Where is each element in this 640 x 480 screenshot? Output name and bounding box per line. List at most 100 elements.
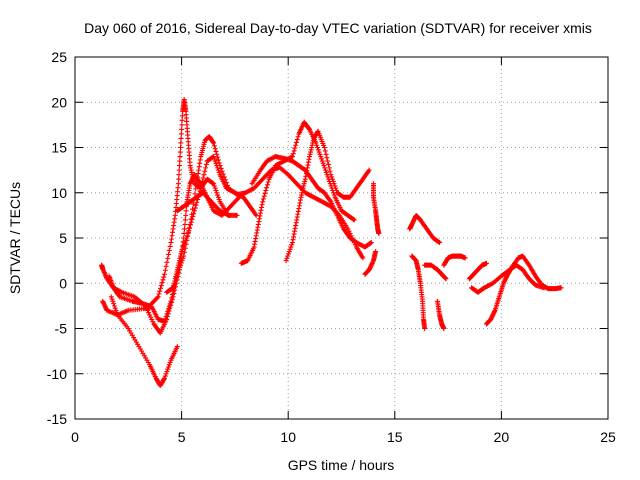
data-point bbox=[176, 172, 182, 178]
data-point bbox=[193, 202, 199, 208]
series-track-19 bbox=[483, 253, 564, 327]
data-point bbox=[292, 145, 298, 151]
data-point bbox=[253, 212, 259, 218]
data-point bbox=[226, 212, 232, 218]
data-point bbox=[167, 301, 173, 307]
data-point bbox=[262, 190, 268, 196]
data-point bbox=[192, 191, 198, 197]
data-point bbox=[164, 311, 170, 317]
data-point bbox=[216, 169, 222, 175]
data-point bbox=[183, 235, 189, 241]
data-point bbox=[215, 192, 221, 198]
data-point bbox=[175, 181, 181, 187]
series-track-13 bbox=[409, 253, 428, 331]
data-point bbox=[166, 364, 172, 370]
data-point bbox=[320, 160, 326, 166]
data-point bbox=[177, 149, 183, 155]
data-point bbox=[190, 214, 196, 220]
data-point bbox=[162, 373, 168, 379]
data-point bbox=[289, 154, 295, 160]
data-point bbox=[216, 197, 222, 203]
data-point bbox=[288, 244, 294, 250]
y-tick-label: -5 bbox=[55, 321, 68, 337]
data-point bbox=[293, 139, 299, 145]
data-point bbox=[211, 183, 217, 189]
data-point bbox=[184, 233, 190, 239]
series-track-15 bbox=[434, 298, 447, 331]
data-point bbox=[188, 219, 194, 225]
data-point bbox=[149, 316, 155, 322]
data-point bbox=[192, 205, 198, 211]
data-point bbox=[147, 312, 153, 318]
data-point bbox=[178, 135, 184, 141]
series-track-12 bbox=[407, 212, 443, 246]
data-point bbox=[193, 186, 199, 192]
data-point bbox=[219, 168, 225, 174]
data-point bbox=[315, 145, 321, 150]
data-point bbox=[212, 158, 218, 164]
data-point bbox=[109, 296, 115, 302]
data-point bbox=[329, 174, 335, 180]
data-point bbox=[322, 165, 328, 171]
data-point bbox=[330, 178, 336, 184]
data-point bbox=[176, 163, 182, 169]
data-point bbox=[190, 201, 196, 207]
data-point bbox=[167, 243, 173, 249]
data-point bbox=[211, 140, 217, 146]
data-point bbox=[220, 171, 226, 177]
data-point bbox=[483, 260, 489, 266]
data-point bbox=[329, 176, 335, 182]
data-point bbox=[291, 148, 297, 154]
data-point bbox=[111, 301, 117, 307]
data-point bbox=[443, 276, 449, 282]
y-tick-label: 15 bbox=[51, 140, 67, 156]
data-point bbox=[368, 240, 374, 246]
series-track-14 bbox=[422, 262, 449, 282]
data-point bbox=[294, 137, 300, 143]
data-point bbox=[199, 178, 205, 184]
series-track-8 bbox=[283, 128, 372, 264]
data-point bbox=[158, 285, 164, 291]
data-point bbox=[111, 303, 117, 309]
data-point bbox=[179, 117, 185, 123]
data-point bbox=[211, 156, 217, 162]
data-point bbox=[314, 142, 320, 148]
data-point bbox=[260, 196, 266, 202]
data-point bbox=[333, 187, 339, 193]
series-track-9 bbox=[249, 154, 374, 250]
data-point bbox=[213, 148, 219, 154]
data-point bbox=[166, 247, 172, 253]
data-point bbox=[158, 283, 164, 289]
data-point bbox=[368, 240, 374, 246]
data-point bbox=[200, 175, 206, 181]
data-point bbox=[218, 165, 224, 171]
data-point bbox=[108, 294, 114, 300]
data-point bbox=[326, 165, 332, 171]
data-point bbox=[261, 193, 267, 199]
data-point bbox=[287, 246, 293, 252]
data-point bbox=[215, 165, 221, 171]
data-point bbox=[168, 298, 174, 304]
x-tick-label: 25 bbox=[600, 429, 616, 445]
data-point bbox=[315, 147, 321, 153]
data-point bbox=[146, 310, 152, 316]
data-point bbox=[351, 217, 357, 223]
data-point bbox=[186, 228, 192, 234]
y-tick-label: 20 bbox=[51, 94, 67, 110]
data-point bbox=[215, 194, 221, 200]
data-point bbox=[112, 305, 118, 311]
data-point bbox=[213, 187, 219, 193]
plot-frame bbox=[74, 56, 609, 420]
x-tick-label: 10 bbox=[280, 429, 296, 445]
data-point bbox=[174, 344, 180, 350]
data-point bbox=[376, 230, 382, 236]
data-point bbox=[183, 237, 189, 243]
data-point bbox=[211, 154, 217, 160]
data-point bbox=[325, 161, 331, 167]
data-point bbox=[462, 255, 468, 261]
data-point bbox=[163, 313, 169, 319]
y-tick-label: -15 bbox=[47, 411, 67, 427]
data-point bbox=[164, 259, 170, 265]
data-point bbox=[213, 160, 219, 166]
data-point bbox=[212, 185, 218, 191]
